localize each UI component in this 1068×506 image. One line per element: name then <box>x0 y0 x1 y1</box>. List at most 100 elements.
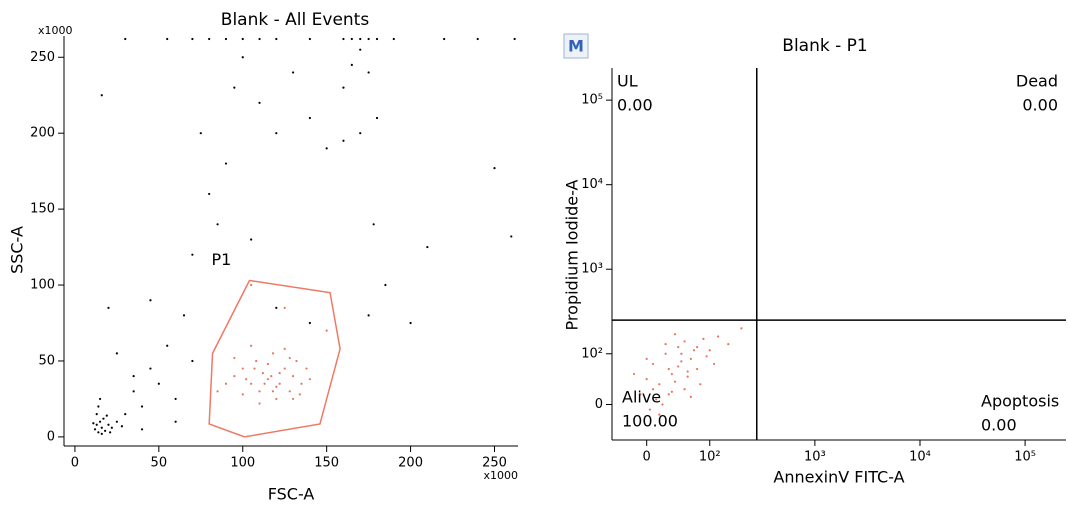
event-dot <box>224 37 228 41</box>
event-dot <box>664 343 667 346</box>
event-dot <box>342 86 345 89</box>
event-dot <box>182 314 186 317</box>
event-dot <box>107 423 110 426</box>
event-dot <box>291 397 295 401</box>
event-dot <box>359 48 362 51</box>
event-dot <box>250 344 253 347</box>
event-dot <box>680 352 683 355</box>
event-dot <box>639 393 642 396</box>
event-dot <box>266 378 270 381</box>
quadrant-name: UL <box>617 72 638 91</box>
event-dot <box>342 37 345 41</box>
event-dot <box>689 357 692 360</box>
x-tick-label: 10³ <box>804 450 826 465</box>
event-dot <box>109 431 112 434</box>
event-dot <box>233 86 236 89</box>
event-dot <box>716 335 720 338</box>
event-dot <box>253 367 256 370</box>
event-dot <box>270 375 273 378</box>
event-dot <box>426 245 429 249</box>
chart-title: Blank - All Events <box>221 10 370 30</box>
event-dot <box>651 362 655 366</box>
event-dot <box>275 306 278 309</box>
y-tick-label: 10⁴ <box>581 177 603 192</box>
event-dot <box>686 370 689 373</box>
event-dot <box>149 299 152 302</box>
event-dot <box>305 367 308 370</box>
event-dot <box>673 333 677 336</box>
y-tick-label: 250 <box>30 50 55 65</box>
event-dot <box>245 378 248 381</box>
x-tick-label: 10² <box>699 450 721 465</box>
event-dot <box>308 116 311 120</box>
event-dot <box>271 352 275 355</box>
event-dot <box>110 426 113 429</box>
y-tick-label: 50 <box>38 353 55 368</box>
event-dot <box>233 356 236 360</box>
event-dot <box>308 378 311 381</box>
x-tick-label: 10⁵ <box>1014 450 1036 465</box>
event-dot <box>350 37 353 41</box>
event-dot <box>367 37 370 41</box>
event-dot <box>670 390 674 393</box>
x-tick-label: 150 <box>314 456 339 471</box>
x-tick-label: 10⁴ <box>909 450 931 465</box>
event-dot <box>124 413 127 416</box>
event-dot <box>298 393 301 396</box>
event-dot <box>191 37 194 41</box>
event-dot <box>667 367 670 371</box>
event-dot <box>677 365 680 368</box>
event-dot <box>705 355 708 358</box>
event-dot <box>696 345 699 349</box>
event-dot <box>120 425 124 428</box>
event-dot <box>291 375 295 378</box>
event-dot <box>359 37 362 41</box>
event-dot <box>645 378 648 381</box>
event-dot <box>655 398 658 401</box>
event-dot <box>258 101 261 104</box>
event-dot <box>283 347 286 350</box>
y-axis-label: Propidium Iodide-A <box>563 180 582 331</box>
event-dot <box>288 356 291 360</box>
x-multiplier: x1000 <box>483 469 518 482</box>
y-tick-label: 200 <box>30 126 55 141</box>
event-dot <box>258 37 261 41</box>
badge: M <box>568 37 584 56</box>
event-dot <box>443 37 446 41</box>
x-tick-label: 0 <box>643 450 651 465</box>
event-dot <box>241 56 244 59</box>
event-dot <box>216 390 219 393</box>
event-dot <box>278 372 281 375</box>
event-dot <box>216 223 219 226</box>
event-dot <box>102 417 105 420</box>
event-dot <box>115 420 118 423</box>
event-dot <box>266 362 270 366</box>
x-tick-label: 50 <box>151 456 168 471</box>
event-dot <box>325 329 328 332</box>
event-dot <box>275 132 278 135</box>
chart-title: Blank - P1 <box>782 36 867 56</box>
quadrant-name: Alive <box>622 388 661 407</box>
event-dot <box>699 383 702 386</box>
event-dot <box>342 139 345 142</box>
y-tick-label: 150 <box>30 202 55 217</box>
event-dot <box>233 375 236 378</box>
event-dot <box>224 162 228 165</box>
event-dot <box>261 372 264 375</box>
event-dot <box>727 343 730 346</box>
event-dot <box>673 380 677 383</box>
event-dot <box>278 382 281 385</box>
quadrant-name: Dead <box>1016 72 1058 91</box>
event-dot <box>250 382 253 385</box>
event-dot <box>166 37 169 41</box>
event-dot <box>258 390 261 393</box>
event-dot <box>275 385 278 388</box>
event-dot <box>224 382 228 385</box>
event-dot <box>174 420 177 423</box>
event-dot <box>92 422 95 425</box>
x-tick-label: 0 <box>71 456 79 471</box>
event-dot <box>692 349 696 352</box>
event-dot <box>648 408 651 411</box>
quadrant-name: Apoptosis <box>981 392 1059 411</box>
